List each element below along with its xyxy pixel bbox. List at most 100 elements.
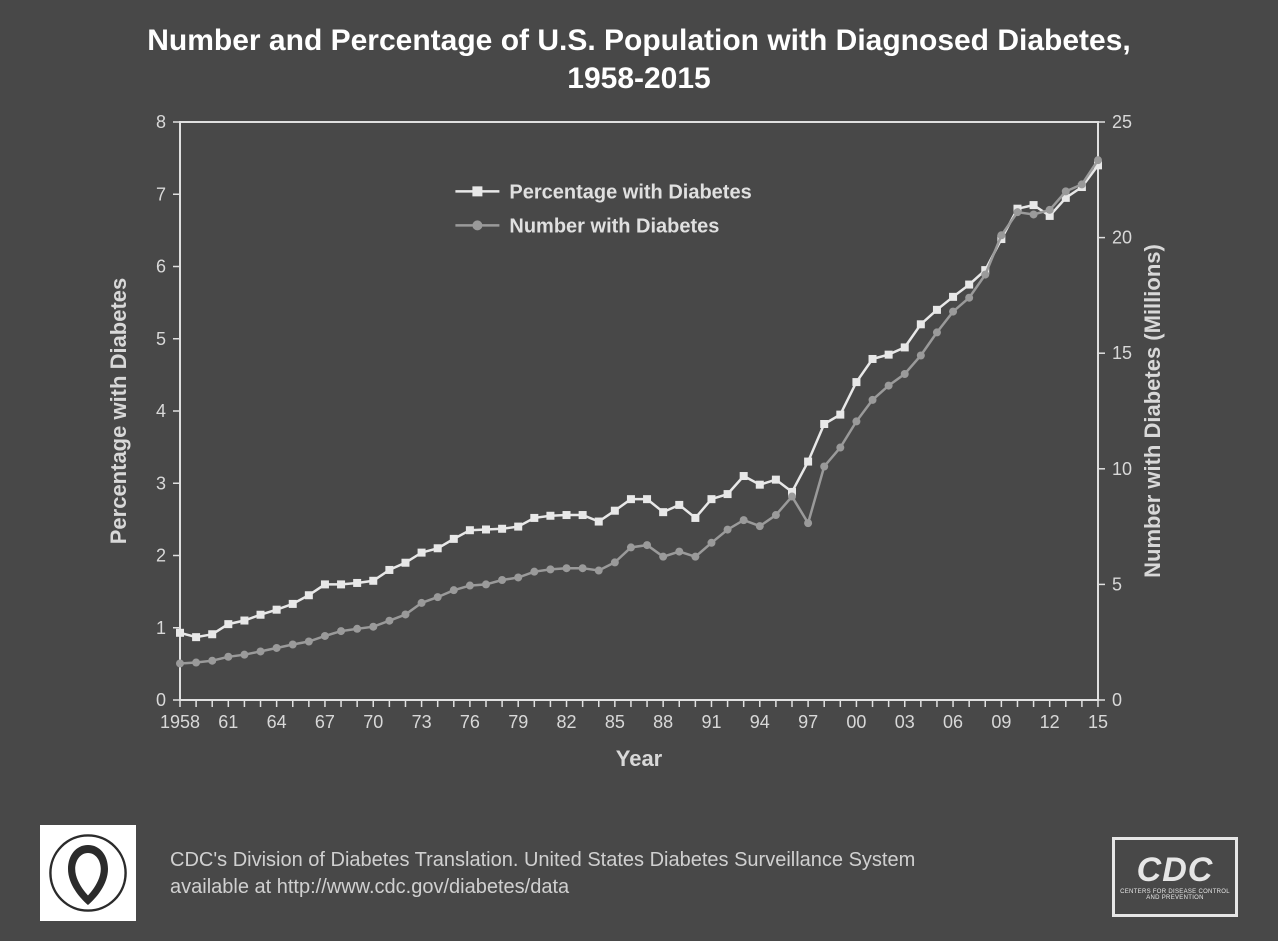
legend-swatch-marker	[472, 220, 482, 230]
chart-svg: 1958616467707376798285889194970003060912…	[100, 110, 1178, 790]
series-marker	[675, 548, 683, 556]
series-marker	[724, 526, 732, 534]
series-marker	[707, 539, 715, 547]
series-marker	[869, 355, 877, 363]
x-tick-label: 73	[412, 712, 432, 732]
series-marker	[1078, 180, 1086, 188]
x-tick-label: 06	[943, 712, 963, 732]
series-marker	[337, 580, 345, 588]
y-left-tick-label: 8	[156, 112, 166, 132]
y-left-tick-label: 7	[156, 184, 166, 204]
title-line-2: 1958-2015	[567, 62, 710, 95]
series-marker	[917, 352, 925, 360]
series-marker	[289, 641, 297, 649]
legend-label: Percentage with Diabetes	[509, 181, 751, 203]
series-marker	[321, 632, 329, 640]
series-marker	[514, 573, 522, 581]
series-marker	[353, 579, 361, 587]
series-marker	[434, 593, 442, 601]
series-marker	[192, 633, 200, 641]
source-line-1: CDC's Division of Diabetes Translation. …	[170, 849, 915, 871]
source-attribution: CDC's Division of Diabetes Translation. …	[170, 847, 1078, 901]
series-marker	[482, 580, 490, 588]
x-tick-label: 91	[701, 712, 721, 732]
series-marker	[643, 495, 651, 503]
y-left-tick-label: 2	[156, 546, 166, 566]
series-marker	[869, 396, 877, 404]
series-marker	[224, 653, 232, 661]
series-marker	[450, 586, 458, 594]
series-marker	[321, 580, 329, 588]
x-tick-label: 67	[315, 712, 335, 732]
x-tick-label: 82	[557, 712, 577, 732]
plot-area	[180, 122, 1098, 700]
series-marker	[691, 553, 699, 561]
series-marker	[1030, 210, 1038, 218]
y-right-axis-label: Number with Diabetes (Millions)	[1140, 244, 1165, 578]
series-marker	[450, 535, 458, 543]
series-marker	[498, 576, 506, 584]
series-marker	[949, 293, 957, 301]
series-marker	[240, 617, 248, 625]
page-root: Number and Percentage of U.S. Population…	[0, 0, 1278, 941]
y-left-tick-label: 0	[156, 690, 166, 710]
series-marker	[257, 647, 265, 655]
x-tick-label: 61	[218, 712, 238, 732]
series-marker	[852, 378, 860, 386]
source-line-2: available at http://www.cdc.gov/diabetes…	[170, 876, 569, 898]
series-marker	[901, 343, 909, 351]
series-marker	[257, 611, 265, 619]
series-marker	[772, 511, 780, 519]
series-marker	[401, 610, 409, 618]
x-tick-label: 09	[991, 712, 1011, 732]
series-marker	[933, 328, 941, 336]
y-right-tick-label: 10	[1112, 459, 1132, 479]
series-marker	[369, 623, 377, 631]
series-marker	[305, 591, 313, 599]
series-marker	[917, 320, 925, 328]
y-right-tick-label: 25	[1112, 112, 1132, 132]
series-marker	[836, 444, 844, 452]
x-tick-label: 85	[605, 712, 625, 732]
y-left-axis-label: Percentage with Diabetes	[106, 278, 131, 545]
x-tick-label: 94	[750, 712, 770, 732]
series-marker	[788, 493, 796, 501]
series-marker	[740, 472, 748, 480]
series-marker	[305, 638, 313, 646]
series-marker	[546, 565, 554, 573]
series-marker	[611, 558, 619, 566]
x-tick-label: 12	[1040, 712, 1060, 732]
series-marker	[514, 523, 522, 531]
series-marker	[707, 495, 715, 503]
series-marker	[595, 518, 603, 526]
series-marker	[273, 606, 281, 614]
series-marker	[289, 600, 297, 608]
series-marker	[804, 458, 812, 466]
series-marker	[401, 559, 409, 567]
series-marker	[820, 462, 828, 470]
x-tick-label: 03	[895, 712, 915, 732]
cdc-logo-text: CDC	[1137, 853, 1214, 887]
series-marker	[1046, 206, 1054, 214]
series-marker	[885, 382, 893, 390]
x-tick-label: 64	[267, 712, 287, 732]
series-marker	[337, 627, 345, 635]
series-marker	[353, 625, 361, 633]
y-right-tick-label: 20	[1112, 228, 1132, 248]
series-marker	[595, 567, 603, 575]
x-tick-label: 97	[798, 712, 818, 732]
series-marker	[224, 620, 232, 628]
series-marker	[965, 294, 973, 302]
series-marker	[482, 525, 490, 533]
legend-swatch-marker	[472, 186, 482, 196]
hhs-logo-icon	[48, 833, 128, 913]
y-right-tick-label: 15	[1112, 343, 1132, 363]
series-marker	[901, 370, 909, 378]
x-axis-label: Year	[616, 746, 663, 771]
series-marker	[418, 599, 426, 607]
cdc-logo: CDC CENTERS FOR DISEASE CONTROL AND PREV…	[1112, 837, 1238, 917]
series-marker	[852, 417, 860, 425]
series-marker	[1013, 208, 1021, 216]
x-tick-label: 79	[508, 712, 528, 732]
cdc-logo-subtext: CENTERS FOR DISEASE CONTROL AND PREVENTI…	[1115, 889, 1235, 901]
